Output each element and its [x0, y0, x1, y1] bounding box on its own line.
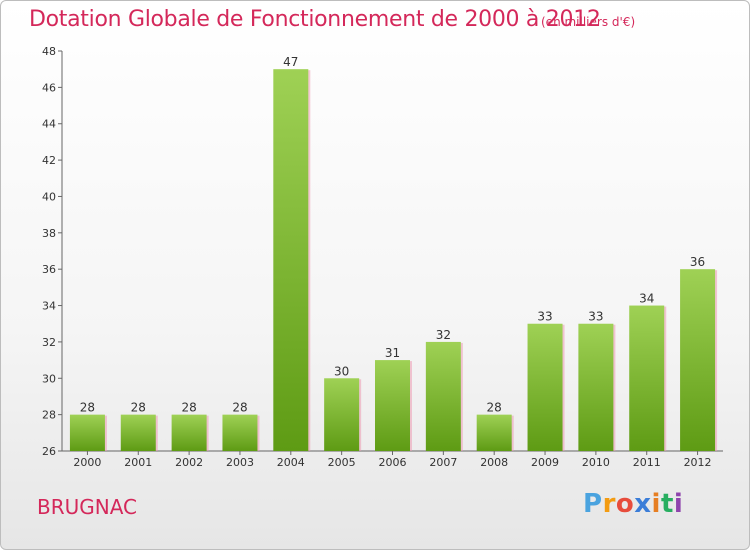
- bar-value-label: 47: [283, 55, 298, 69]
- x-tick-label: 2002: [175, 456, 203, 469]
- bar-value-label: 28: [487, 401, 502, 415]
- bar: [425, 341, 461, 451]
- y-tick-label: 40: [42, 190, 56, 203]
- logo-letter: i: [673, 489, 684, 519]
- labels: 26 28 30 32 34 36 38 40 42 44 46 48 28 2000 28 2001 28 20…: [42, 45, 712, 469]
- x-tick-label: 2010: [582, 456, 610, 469]
- x-tick-label: 2007: [429, 456, 457, 469]
- commune-name: BRUGNAC: [37, 495, 138, 519]
- bar: [273, 69, 309, 451]
- y-tick-label: 46: [42, 81, 56, 94]
- bar: [578, 323, 614, 451]
- chart-unit: (en milliers d'€): [541, 15, 636, 29]
- x-tick-label: 2012: [684, 456, 712, 469]
- x-tick-label: 2006: [379, 456, 407, 469]
- y-tick-label: 28: [42, 409, 56, 422]
- bar-value-label: 28: [131, 401, 146, 415]
- logo-letter: i: [651, 489, 661, 519]
- x-tick-label: 2003: [226, 456, 254, 469]
- bar-value-label: 33: [537, 310, 552, 324]
- y-tick-label: 42: [42, 154, 56, 167]
- x-tick-label: 2005: [328, 456, 356, 469]
- bar: [476, 414, 512, 451]
- bar-value-label: 31: [385, 346, 400, 360]
- bar: [680, 269, 716, 451]
- x-tick-label: 2008: [480, 456, 508, 469]
- logo-letter: o: [615, 489, 635, 519]
- logo-letter: r: [602, 489, 616, 519]
- bar: [527, 323, 563, 451]
- bar: [629, 305, 665, 451]
- x-tick-label: 2000: [73, 456, 101, 469]
- logo-letter: x: [634, 489, 652, 519]
- bar-value-label: 36: [690, 255, 705, 269]
- bar-value-label: 34: [639, 292, 654, 306]
- bar-value-label: 30: [334, 364, 349, 378]
- y-tick-label: 34: [42, 300, 56, 313]
- bar-value-label: 33: [588, 310, 603, 324]
- proxiti-logo[interactable]: Proxiti: [583, 489, 683, 519]
- bar-value-label: 28: [232, 401, 247, 415]
- x-tick-label: 2001: [124, 456, 152, 469]
- y-tick-label: 32: [42, 336, 56, 349]
- logo-letter: t: [660, 489, 674, 519]
- bar-value-label: 28: [80, 401, 95, 415]
- logo-letter: P: [583, 489, 603, 519]
- bar: [375, 360, 410, 451]
- bar: [324, 378, 360, 451]
- x-tick-label: 2009: [531, 456, 559, 469]
- y-tick-label: 26: [42, 445, 56, 458]
- y-tick-label: 48: [42, 45, 56, 58]
- bar-value-label: 28: [181, 401, 196, 415]
- bar-value-label: 32: [436, 328, 451, 342]
- y-tick-label: 38: [42, 227, 56, 240]
- bar: [120, 414, 156, 451]
- bars: [69, 69, 718, 451]
- bar: [69, 414, 105, 451]
- y-tick-label: 36: [42, 263, 56, 276]
- x-tick-label: 2011: [633, 456, 661, 469]
- x-tick-label: 2004: [277, 456, 305, 469]
- chart-title: Dotation Globale de Fonctionnement de 20…: [29, 7, 601, 32]
- bar: [171, 414, 207, 451]
- y-tick-label: 44: [42, 118, 56, 131]
- bar: [222, 414, 258, 451]
- y-tick-label: 30: [42, 372, 56, 385]
